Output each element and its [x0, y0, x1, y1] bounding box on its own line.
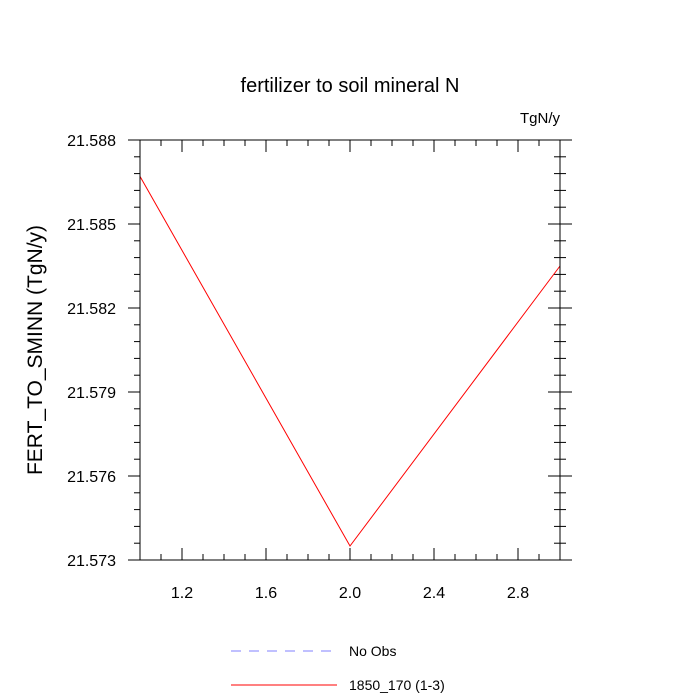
y-tick-label: 21.576: [67, 469, 116, 486]
plot-frame: [139, 139, 561, 561]
series-lines: [139, 176, 561, 547]
y-axis-label: FERT_TO_SMINN (TgN/y): [24, 225, 47, 475]
chart-title: fertilizer to soil mineral N: [241, 75, 460, 97]
legend-label-0: No Obs: [349, 643, 396, 659]
y-tick-label: 21.579: [67, 385, 116, 402]
legend-label-1: 1850_170 (1-3): [349, 677, 445, 693]
axis-ticks: 1.2 1.6 2.0 2.4 2.8 21.573 21.576 21.579 21.582 2…: [67, 133, 572, 602]
series-line-1: [139, 176, 561, 547]
y-tick-label: 21.573: [67, 553, 116, 570]
y-tick-label: 21.585: [67, 217, 116, 234]
x-tick-label: 1.2: [171, 585, 193, 602]
x-tick-label: 1.6: [255, 585, 277, 602]
x-tick-label: 2.8: [507, 585, 529, 602]
legend: No Obs 1850_170 (1-3): [231, 643, 445, 693]
y-tick-label: 21.582: [67, 301, 116, 318]
x-tick-label: 2.0: [339, 585, 361, 602]
x-tick-label: 2.4: [423, 585, 445, 602]
y-tick-label: 21.588: [67, 133, 116, 150]
units-label: TgN/y: [520, 110, 561, 127]
